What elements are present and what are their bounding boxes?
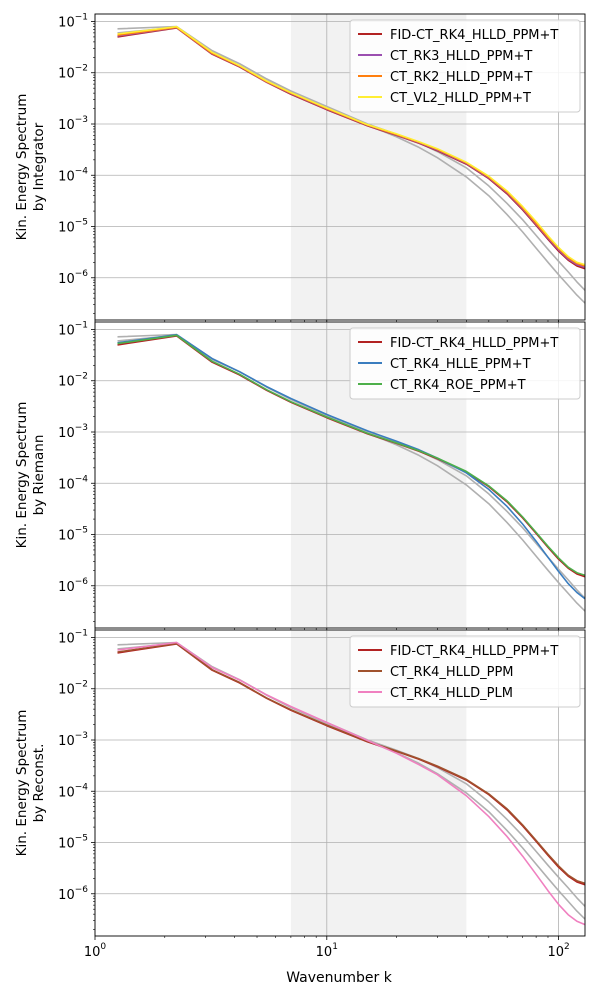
plot-frame	[94, 13, 586, 321]
series-line-2	[117, 642, 585, 885]
y-tick-label: 10−1	[58, 320, 88, 338]
series-line-3	[117, 641, 585, 926]
legend-label: FID-CT_RK4_HLLD_PPM+T	[390, 644, 558, 659]
series-line-4	[117, 25, 585, 266]
x-tick-label: 102	[547, 942, 569, 960]
y-tick-label: 10−2	[58, 372, 88, 390]
legend-label: CT_RK4_HLLD_PLM	[390, 686, 513, 701]
y-axis-label: Kin. Energy Spectrum	[14, 94, 30, 241]
x-axis-label: Wavenumber k	[286, 970, 393, 986]
y-tick-label: 10−3	[58, 423, 88, 441]
y-axis-label: Kin. Energy Spectrum	[14, 402, 30, 549]
series-lines	[117, 333, 585, 612]
y-tick-label: 10−6	[58, 885, 88, 903]
legend: FID-CT_RK4_HLLD_PPM+T CT_RK4_HLLE_PPM+T CT…	[349, 327, 581, 400]
y-tick-label: 10−6	[58, 577, 88, 595]
x-tick-label: 100	[84, 942, 107, 960]
chart-panels: 10−6 10−5 10−4 10−3 10−2 10−1 Kin. Energy Spec…	[14, 12, 586, 960]
y-tick-label: 10−3	[58, 731, 88, 749]
legend-label: CT_RK4_HLLD_PPM	[390, 665, 514, 680]
y-tick-label: 10−3	[58, 115, 88, 133]
y-tick-label: 10−6	[58, 269, 88, 287]
y-tick-label: 10−1	[58, 12, 88, 30]
plot-frame	[94, 629, 586, 937]
y-tick-label: 10−2	[58, 64, 88, 82]
legend-box	[349, 635, 581, 708]
series-lines	[117, 25, 585, 304]
y-tick-label: 10−5	[58, 218, 88, 236]
plot-frame	[94, 321, 586, 629]
panel-2: 10−6 10−5 10−4 10−3 10−2 10−1 Kin. Energy Spec…	[14, 320, 586, 632]
legend: FID-CT_RK4_HLLD_PPM+T CT_RK4_HLLD_PPM CT_R…	[349, 635, 581, 708]
legend-label: CT_RK4_ROE_PPM+T	[390, 378, 526, 393]
y-axis-label: by Integrator	[31, 122, 47, 211]
y-axis-label: by Reconst.	[31, 744, 47, 823]
y-tick-label: 10−4	[58, 474, 88, 492]
y-tick-label: 10−5	[58, 526, 88, 544]
panel-3: 10−6 10−5 10−4 10−3 10−2 10−1 100 101 102 Kin. En…	[14, 628, 586, 960]
y-axis-label: Kin. Energy Spectrum	[14, 710, 30, 857]
y-tick-label: 10−1	[58, 628, 88, 646]
legend-box	[349, 327, 581, 400]
series-line-3	[117, 334, 585, 577]
legend: FID-CT_RK4_HLLD_PPM+T CT_RK3_HLLD_PPM+T CT…	[349, 19, 581, 113]
y-tick-label: 10−5	[58, 834, 88, 852]
y-tick-label: 10−4	[58, 782, 88, 800]
panel-1: 10−6 10−5 10−4 10−3 10−2 10−1 Kin. Energy Spec…	[14, 12, 586, 324]
legend-label: FID-CT_RK4_HLLD_PPM+T	[390, 336, 558, 351]
legend-label: FID-CT_RK4_HLLD_PPM+T	[390, 28, 558, 43]
y-tick-label: 10−4	[58, 166, 88, 184]
y-axis-label: by Riemann	[31, 435, 47, 516]
legend-box	[349, 19, 581, 113]
x-tick-label: 101	[316, 942, 338, 960]
legend-label: CT_VL2_HLLD_PPM+T	[390, 91, 531, 106]
legend-label: CT_RK3_HLLD_PPM+T	[390, 49, 532, 64]
series-lines	[117, 641, 585, 926]
legend-label: CT_RK2_HLLD_PPM+T	[390, 70, 532, 85]
legend-label: CT_RK4_HLLE_PPM+T	[390, 357, 531, 372]
y-tick-label: 10−2	[58, 680, 88, 698]
